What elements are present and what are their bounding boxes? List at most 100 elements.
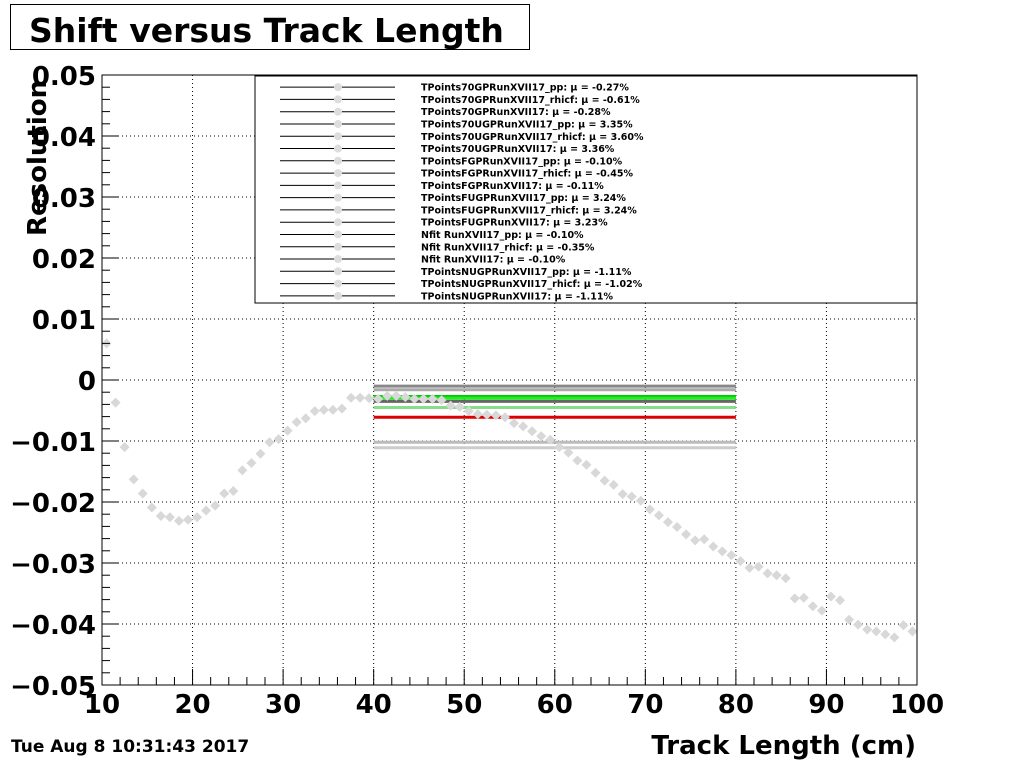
x-tick-labels: 10 20 30 40 50 60 70 80 90 100 [84,690,944,720]
legend-entry: Nfit RunXVII17_pp: μ = -0.10% [421,230,584,241]
y-tick-label: 0 [78,367,96,397]
legend-entry: TPointsFGPRunXVII17_pp: μ = -0.10% [421,156,623,167]
data-points [101,338,918,643]
legend-entry: TPointsNUGPRunXVII17: μ = -1.11% [421,291,613,302]
y-tick-label: −0.04 [10,611,96,641]
data-point [699,534,710,545]
y-tick-label: 0.03 [32,184,96,214]
data-point [237,465,248,476]
legend-entry: TPoints70GPRunXVII17_pp: μ = -0.27% [421,83,629,94]
legend-marker [334,132,342,141]
data-point [617,489,628,500]
title-box: Shift versus Track Length [10,4,530,50]
legend-marker [334,156,342,165]
data-point [391,390,402,401]
data-point [653,510,664,521]
data-point [246,457,257,468]
legend-entry: TPointsNUGPRunXVII17_rhicf: μ = -1.02% [421,279,643,290]
data-point [590,467,601,478]
data-point [662,517,673,528]
grid [102,75,917,685]
y-axis-label: Resolution [23,80,53,236]
data-point [563,447,574,458]
data-point [382,390,393,401]
data-point [816,605,827,616]
data-point [336,403,347,414]
data-point [608,479,619,490]
data-point [346,392,357,403]
data-point [454,401,465,412]
legend-marker [334,181,342,190]
x-tick-label: 50 [446,690,482,720]
data-point [753,561,764,572]
y-tick-label: −0.05 [10,672,96,702]
legend-entry: TPoints70UGPRunXVII17_rhicf: μ = 3.60% [421,132,644,143]
data-point [599,475,610,486]
data-point [635,495,646,506]
legend-entry: TPointsFUGPRunXVII17: μ = 3.23% [421,218,608,229]
data-point [889,632,900,643]
legend-marker [334,291,342,300]
data-point [726,550,737,561]
data-point [644,504,655,515]
data-point [690,535,701,546]
legend-marker [334,242,342,251]
data-point [572,455,583,466]
data-point [626,491,637,502]
legend-entry: TPoints70UGPRunXVII17: μ = 3.36% [421,144,615,155]
legend-marker [334,119,342,128]
y-tick-label: 0.05 [32,62,96,92]
data-point [681,529,692,540]
data-point [364,393,375,404]
datestamp: Tue Aug 8 10:31:43 2017 [11,737,250,757]
data-point [128,474,139,485]
legend-entry: Nfit RunXVII17: μ = -0.10% [421,255,566,266]
data-point [708,541,719,552]
data-point [499,412,510,423]
data-point [110,397,121,408]
data-point [192,512,203,523]
data-point [735,556,746,567]
data-point [907,626,918,637]
data-point [807,601,818,612]
legend-marker [334,83,342,92]
data-point [201,505,212,516]
data-point [119,442,130,453]
x-tick-label: 80 [718,690,754,720]
x-tick-label: 10 [84,690,120,720]
data-point [762,568,773,579]
legend-entry: TPointsFGPRunXVII17: μ = -0.11% [421,181,604,192]
y-tick-label: 0.02 [32,245,96,275]
x-tick-label: 20 [174,690,210,720]
x-tick-label: 40 [356,690,392,720]
legend-entry: TPointsNUGPRunXVII17_pp: μ = -1.11% [421,267,632,278]
data-point [282,425,293,436]
data-point [717,546,728,557]
data-point [490,410,501,421]
data-point [798,592,809,603]
x-tick-label: 100 [890,690,944,720]
data-point [228,486,239,497]
legend-marker [334,267,342,276]
data-point [898,620,909,631]
data-point [536,431,547,442]
data-point [554,442,565,453]
data-point [481,409,492,420]
data-point [518,421,529,432]
legend-box [254,75,918,304]
legend-marker [334,193,342,202]
data-point [173,515,184,526]
data-point [264,437,275,448]
data-point [183,514,194,525]
data-point [146,502,157,513]
data-point [825,591,836,602]
data-point [789,593,800,604]
data-point [780,573,791,584]
data-point [318,404,329,415]
legend-marker [334,144,342,153]
x-tick-label: 90 [808,690,844,720]
data-point [509,418,520,429]
data-point [400,392,411,403]
data-point [472,409,483,420]
